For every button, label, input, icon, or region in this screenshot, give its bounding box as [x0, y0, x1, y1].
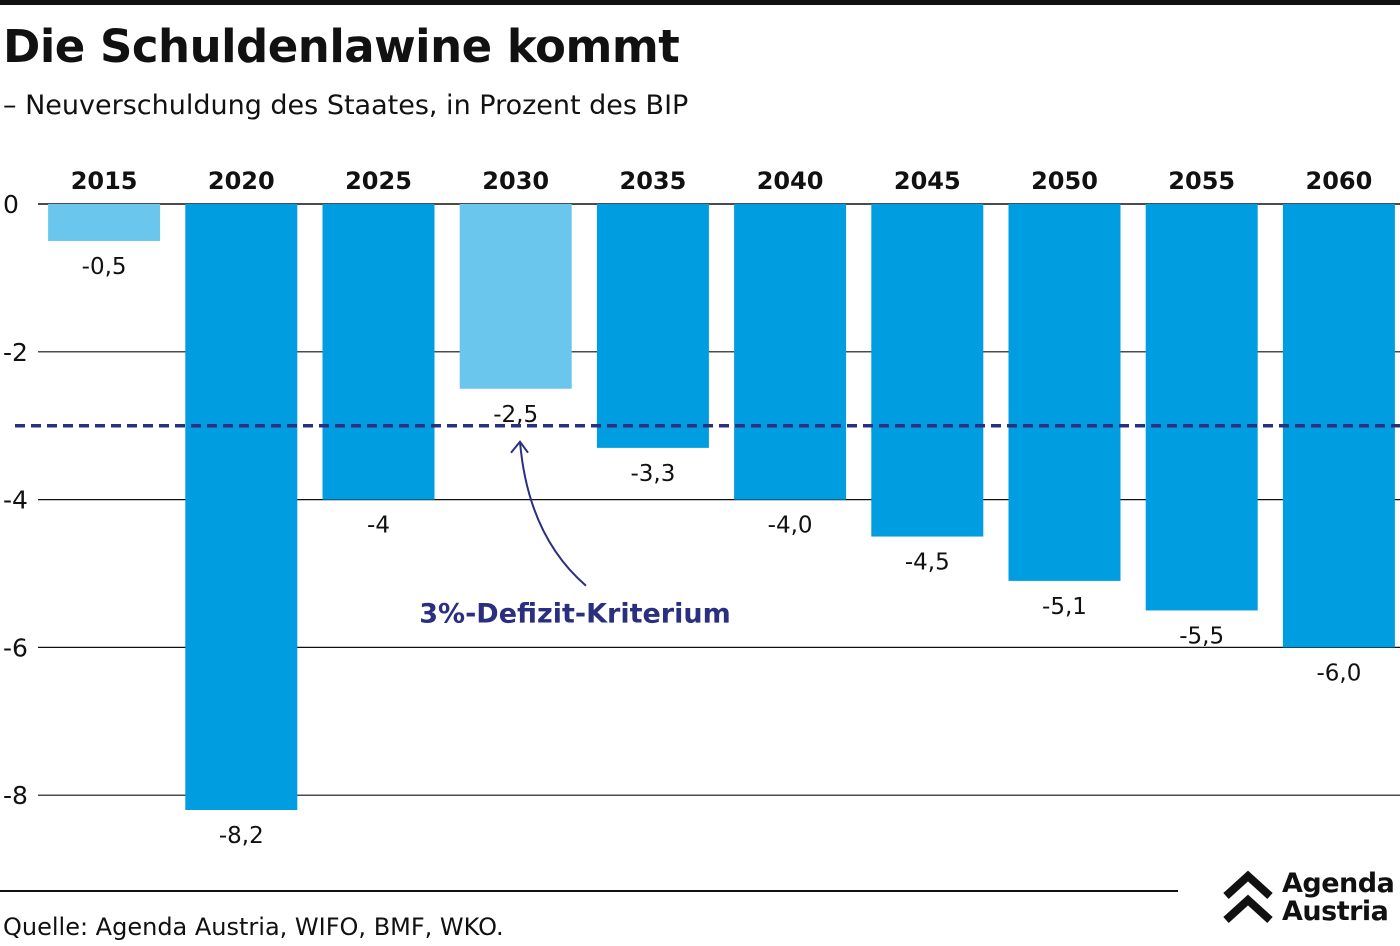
x-tick-label: 2055 — [1168, 167, 1235, 195]
bottom-rule — [0, 890, 1178, 892]
y-tick-label: 0 — [3, 190, 19, 219]
bar — [459, 204, 572, 389]
data-label: -4,5 — [905, 550, 950, 576]
data-label: -6,0 — [1316, 660, 1361, 686]
bar — [1145, 204, 1258, 611]
agenda-austria-logo: Agenda Austria — [1220, 868, 1400, 928]
x-tick-label: 2045 — [894, 167, 961, 195]
double-chevron-up-icon — [1223, 870, 1273, 923]
x-tick-label: 2040 — [757, 167, 824, 195]
bar — [871, 204, 984, 537]
data-label: -5,5 — [1179, 623, 1224, 649]
data-label: -8,2 — [219, 823, 264, 849]
x-tick-label: 2060 — [1306, 167, 1373, 195]
bar — [596, 204, 709, 448]
bar — [48, 204, 161, 241]
annotation-arrowhead — [510, 440, 529, 454]
data-label: -2,5 — [493, 402, 538, 428]
logo-line-2: Austria — [1282, 896, 1389, 927]
bar — [1008, 204, 1121, 581]
x-tick-label: 2050 — [1031, 167, 1098, 195]
data-label: -3,3 — [630, 461, 675, 487]
x-tick-label: 2015 — [71, 167, 138, 195]
y-tick-label: -8 — [3, 781, 28, 810]
bar — [185, 204, 298, 810]
threshold-label: 3%-Defizit-Kriterium — [419, 599, 731, 630]
logo-line-1: Agenda — [1282, 868, 1395, 899]
y-tick-label: -6 — [3, 633, 28, 662]
data-label: -4 — [367, 513, 390, 539]
source-note: Quelle: Agenda Austria, WIFO, BMF, WKO. — [3, 913, 504, 941]
y-tick-label: -4 — [3, 486, 28, 515]
x-tick-label: 2025 — [345, 167, 412, 195]
data-label: -0,5 — [82, 254, 127, 280]
y-tick-label: -2 — [3, 338, 28, 367]
chart-subtitle: – Neuverschuldung des Staates, in Prozen… — [3, 90, 689, 121]
x-tick-label: 2020 — [208, 167, 275, 195]
x-tick-label: 2035 — [620, 167, 687, 195]
bar-chart: 0 -2 -4 -6 -8 2015 -0,5 2020 -8,2 2025 -4 2030 -2,5 2… — [3, 167, 1400, 849]
annotation-arrow — [519, 441, 587, 587]
chart-title: Die Schuldenlawine kommt — [3, 20, 680, 73]
data-label: -5,1 — [1042, 594, 1087, 620]
data-label: -4,0 — [768, 513, 813, 539]
x-tick-label: 2030 — [482, 167, 549, 195]
bar — [322, 204, 435, 500]
bar — [734, 204, 847, 500]
top-rule — [0, 0, 1400, 5]
